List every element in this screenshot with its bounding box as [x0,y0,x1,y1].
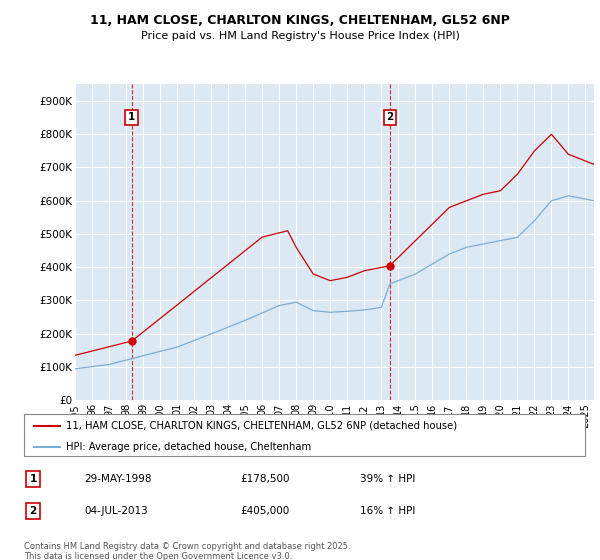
Text: Contains HM Land Registry data © Crown copyright and database right 2025.
This d: Contains HM Land Registry data © Crown c… [24,542,350,560]
Text: 2: 2 [386,112,394,122]
Text: 39% ↑ HPI: 39% ↑ HPI [360,474,415,484]
Text: 11, HAM CLOSE, CHARLTON KINGS, CHELTENHAM, GL52 6NP (detached house): 11, HAM CLOSE, CHARLTON KINGS, CHELTENHA… [66,421,457,431]
Text: 1: 1 [29,474,37,484]
Text: 16% ↑ HPI: 16% ↑ HPI [360,506,415,516]
Text: 11, HAM CLOSE, CHARLTON KINGS, CHELTENHAM, GL52 6NP: 11, HAM CLOSE, CHARLTON KINGS, CHELTENHA… [90,14,510,27]
Text: £405,000: £405,000 [240,506,289,516]
Text: Price paid vs. HM Land Registry's House Price Index (HPI): Price paid vs. HM Land Registry's House … [140,31,460,41]
Text: HPI: Average price, detached house, Cheltenham: HPI: Average price, detached house, Chel… [66,442,311,452]
Text: 29-MAY-1998: 29-MAY-1998 [84,474,151,484]
Text: £178,500: £178,500 [240,474,290,484]
Text: 1: 1 [128,112,136,122]
Text: 2: 2 [29,506,37,516]
Text: 04-JUL-2013: 04-JUL-2013 [84,506,148,516]
